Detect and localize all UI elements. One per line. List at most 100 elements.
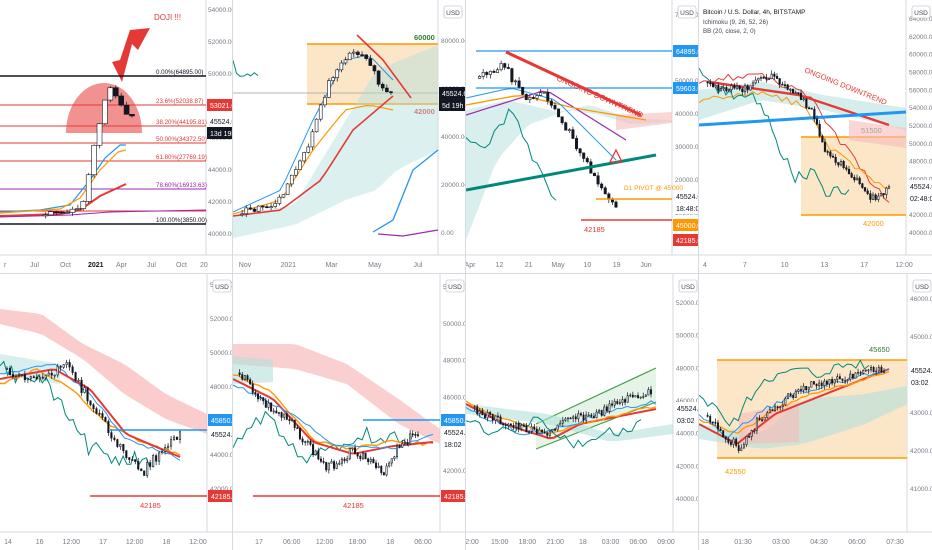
m15-candle-body (618, 402, 621, 404)
h4-candle-body (869, 193, 872, 200)
panel-daily-downtrend[interactable]: 70000.0060000.0050000.0040000.0030000.00… (466, 0, 698, 273)
h4-candle-body (762, 76, 765, 79)
h4-candle-body (706, 81, 709, 84)
x-tick-label: 12:00 (189, 539, 207, 546)
price-tag-current: 45524.69 (444, 430, 465, 437)
y-tick-label: 40000.00 (676, 496, 698, 503)
price-tag-current: 45524.69 (676, 194, 698, 201)
m5-candle-body (789, 393, 792, 396)
panel-4h-bitcoin[interactable]: 64000.00 62000.00 60000.00 58000.00 56000.00… (699, 0, 932, 273)
h1-candle-body (11, 374, 14, 377)
price-tag-42185-bg (673, 234, 698, 246)
h4-candle-body (778, 78, 781, 85)
m5-candle-body (849, 373, 852, 380)
currency-badge (677, 5, 697, 19)
y-tick-label: 46000.00 (676, 398, 698, 405)
m5-candle-body (748, 436, 751, 438)
x-tick-label: r (4, 262, 7, 269)
m30-candle-body (277, 412, 280, 414)
m15-candle-body (605, 406, 608, 412)
m5-candle-body (825, 380, 828, 385)
h1-candle-body (101, 413, 104, 418)
m15-candle-body (517, 422, 520, 430)
weekly-candle-body (298, 160, 302, 170)
m5-candle-body (768, 409, 771, 414)
y-tick-label: 20000.00 (675, 177, 698, 184)
panel-1h[interactable]: 54000.0052000.0050000.0048000.0046000.00… (0, 274, 232, 550)
divider-vertical-2[interactable] (465, 0, 466, 550)
m15-candle-body (522, 424, 525, 427)
y-tick-label: 52000.00 (909, 123, 932, 130)
divider-horizontal[interactable] (0, 273, 932, 274)
m15-candle-body (551, 429, 554, 432)
panel-30m[interactable]: 5250000.0048000.0046000.0044000.0042000.… (233, 274, 465, 550)
h1-candle-body (50, 372, 53, 376)
m15-candle-body (556, 424, 559, 431)
panel-15m-channel[interactable]: 52000.00 50000.00 48000.00 46000.00 44000.00… (466, 274, 698, 550)
h4-candle-body (717, 85, 720, 91)
m30-candle-body (369, 458, 372, 463)
divider-vertical-3[interactable] (698, 0, 699, 550)
m30-candle-body (356, 453, 359, 457)
m5-candle-body (844, 380, 847, 382)
daily-candle-body (596, 175, 600, 185)
m30-candle-body (385, 465, 388, 476)
h1-candle-body (80, 379, 83, 393)
price-tag-current: 45524.69 (211, 432, 232, 439)
m15-candle-body (507, 423, 510, 426)
trend-line (356, 34, 412, 99)
currency-label: USD (215, 284, 229, 291)
price-tag-53021: 53021.00 (210, 103, 232, 110)
h1-candle-body (29, 376, 32, 379)
currency-badge (212, 279, 232, 293)
m5-candle-body (771, 409, 774, 412)
m5-candle-body (732, 438, 735, 445)
lagging-span (233, 410, 414, 464)
price-tag-45000: 45000.00 (676, 223, 698, 230)
h4-candle-body (853, 177, 856, 181)
panel-weekly-zone[interactable]: 80000.0060000.0040000.0020000.000.00Nov2… (233, 0, 465, 273)
ema-blue-long (372, 149, 439, 233)
currency-badge (911, 5, 931, 19)
panel-5m-range[interactable]: 46000.0045000.0044000.0043000.0042000.00… (699, 274, 932, 550)
price-tag-current-bg (439, 87, 465, 99)
price-tag-59603-bg (673, 82, 698, 94)
daily-candle-body (546, 92, 550, 102)
y-tick-label: 50000.00 (675, 78, 698, 85)
indicator-ichimoku: Ichimoku (9, 26, 52, 26) (703, 19, 768, 26)
h4-candle-body (813, 108, 816, 120)
h1-candle-body (161, 451, 164, 454)
ema-red (466, 403, 657, 440)
h1-candle-body (53, 374, 56, 377)
h1-candle-body (122, 444, 125, 452)
m30-candle-body (346, 458, 349, 461)
m15-candle-body (642, 396, 645, 398)
m30-candle-body (238, 372, 241, 375)
daily-candle-body (535, 95, 539, 99)
h1-candle-body (47, 372, 50, 376)
ema-orange (466, 95, 647, 121)
x-tick-label: 10 (781, 262, 789, 269)
kijun-line (0, 363, 181, 461)
x-tick-label: Jul (414, 262, 423, 269)
h4-candle-body (773, 73, 776, 77)
x-tick-label: 7 (743, 262, 747, 269)
h1-candle-body (68, 362, 71, 368)
y-tick-label: 52000.00 (208, 39, 232, 46)
m15-candle-body (634, 395, 637, 398)
divider-vertical-1[interactable] (232, 0, 233, 550)
m30-candle-body (251, 383, 254, 393)
y-tick-label: 48000.00 (676, 365, 698, 372)
h4-candle-body (866, 190, 869, 194)
weekly-candle-body (294, 169, 298, 176)
m30-candle-body (325, 461, 328, 471)
h1-candle-body (152, 455, 155, 467)
panel-monthly-fib[interactable]: r Jul Oct 2021 Apr Jul Oct 20 54000.00 52000.00 50… (0, 0, 232, 273)
m30-candle-body (372, 458, 375, 464)
h4-candle-body (759, 76, 763, 79)
y-tick-label: 48000.00 (909, 159, 932, 166)
price-tag-countdown: 13d 19h (210, 131, 232, 138)
m15-candle-body (546, 432, 549, 436)
lagging-span (233, 60, 259, 77)
m5-candle-body (820, 382, 823, 386)
